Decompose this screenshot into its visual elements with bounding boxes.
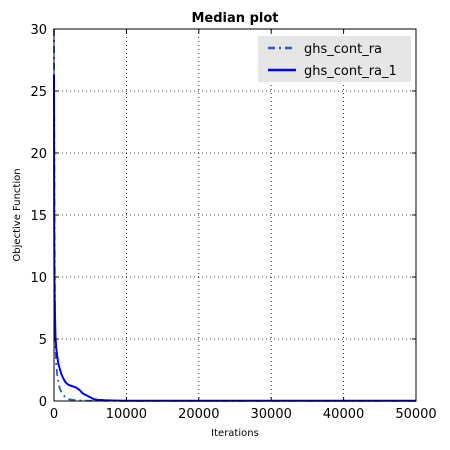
- y-tick-label: 0: [39, 395, 47, 410]
- x-tick-label: 0: [50, 407, 58, 422]
- x-axis-label: Iterations: [211, 428, 259, 439]
- y-tick-label: 20: [30, 147, 47, 162]
- ticks-layer: 0 10000 20000 30000 40000 50000 0 5 10 15 20 25 30: [30, 23, 436, 422]
- legend: ghs_cont_ra ghs_cont_ra_1: [258, 36, 411, 82]
- x-tick-label: 10000: [106, 407, 147, 422]
- y-tick-label: 30: [30, 23, 47, 38]
- y-axis-label: Objective Function: [12, 168, 23, 261]
- y-tick-label: 10: [30, 271, 47, 286]
- y-tick-label: 15: [30, 209, 47, 224]
- y-tick-label: 5: [39, 333, 47, 348]
- x-tick-label: 50000: [395, 407, 436, 422]
- legend-label: ghs_cont_ra: [304, 42, 382, 57]
- legend-box: [258, 36, 411, 82]
- x-tick-label: 40000: [323, 407, 364, 422]
- x-tick-label: 30000: [251, 407, 292, 422]
- x-tick-label: 20000: [178, 407, 219, 422]
- legend-label: ghs_cont_ra_1: [304, 64, 397, 79]
- chart-title: Median plot: [192, 11, 279, 26]
- grid: [54, 29, 416, 401]
- y-tick-label: 25: [30, 85, 47, 100]
